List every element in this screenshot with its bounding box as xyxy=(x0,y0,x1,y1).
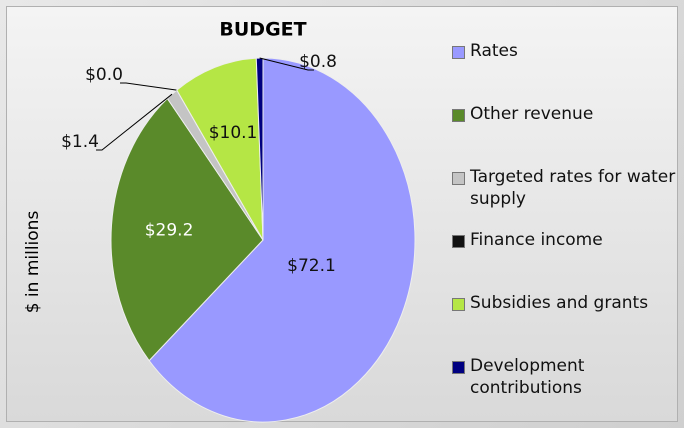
data-label: $29.2 xyxy=(145,221,194,241)
data-label: $0.8 xyxy=(299,52,337,72)
leader-line xyxy=(120,82,177,91)
legend-item: Finance income xyxy=(452,229,677,251)
legend-item: Other revenue xyxy=(452,103,677,125)
data-label: $72.1 xyxy=(287,256,336,276)
axis-label: $ in millions xyxy=(23,211,43,314)
legend-swatch xyxy=(452,298,465,311)
legend-label: Finance income xyxy=(470,230,603,250)
legend-label: Subsidies and grants xyxy=(470,293,649,313)
pie-slice xyxy=(110,97,264,362)
leader-line xyxy=(259,57,314,71)
leader-line xyxy=(96,93,173,151)
legend-item: Subsidies and grants xyxy=(452,292,677,314)
legend-label: Targeted rates for water supply xyxy=(470,167,676,209)
data-label: $10.1 xyxy=(209,123,258,143)
data-label: $0.0 xyxy=(85,65,123,85)
legend-swatch xyxy=(452,46,465,59)
pie-slice xyxy=(176,57,264,241)
legend-item: Targeted rates for water supply xyxy=(452,166,677,210)
pie-slice xyxy=(148,57,416,423)
legend-swatch xyxy=(452,109,465,122)
legend-label: Development contributions xyxy=(470,356,585,398)
chart-title: BUDGET xyxy=(219,19,306,41)
legend-label: Other revenue xyxy=(470,104,594,124)
legend-swatch xyxy=(452,361,465,374)
legend-label: Rates xyxy=(470,41,518,61)
legend-item: Rates xyxy=(452,40,677,62)
legend-item: Development contributions xyxy=(452,355,677,399)
data-label: $1.4 xyxy=(61,132,99,152)
legend-swatch xyxy=(452,172,465,185)
legend-swatch xyxy=(452,235,465,248)
